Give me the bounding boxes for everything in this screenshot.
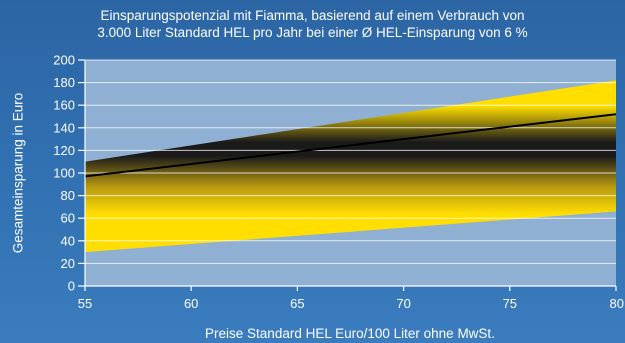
y-tick-label-120: 120 <box>53 143 75 158</box>
x-tick-label-60: 60 <box>184 296 198 311</box>
y-tick-label-200: 200 <box>53 53 75 68</box>
savings-band <box>85 80 616 253</box>
x-tick-label-75: 75 <box>503 296 517 311</box>
x-tick-label-70: 70 <box>396 296 410 311</box>
chart-title: Einsparungspotenzial mit Fiamma, basiere… <box>0 7 625 41</box>
chart-title-line-1: Einsparungspotenzial mit Fiamma, basiere… <box>100 8 525 23</box>
mean-savings-line <box>84 113 617 178</box>
x-tick-label-80: 80 <box>610 296 624 311</box>
x-tick-label-65: 65 <box>290 296 304 311</box>
x-tick-label-55: 55 <box>78 296 92 311</box>
y-tick-label-40: 40 <box>61 233 75 248</box>
y-tick-label-180: 180 <box>53 75 75 90</box>
y-tick-label-100: 100 <box>53 166 75 181</box>
y-tick-label-60: 60 <box>61 211 75 226</box>
y-tick-label-80: 80 <box>61 188 75 203</box>
y-tick-label-160: 160 <box>53 98 75 113</box>
y-axis-label: Gesamteinsparung in Euro <box>10 92 26 254</box>
chart-title-line-2: 3.000 Liter Standard HEL pro Jahr bei ei… <box>97 25 528 40</box>
y-tick-label-0: 0 <box>68 279 75 294</box>
y-tick-label-140: 140 <box>53 120 75 135</box>
y-tick-label-20: 20 <box>61 256 75 271</box>
x-axis-label: Preise Standard HEL Euro/100 Liter ohne … <box>205 326 495 341</box>
